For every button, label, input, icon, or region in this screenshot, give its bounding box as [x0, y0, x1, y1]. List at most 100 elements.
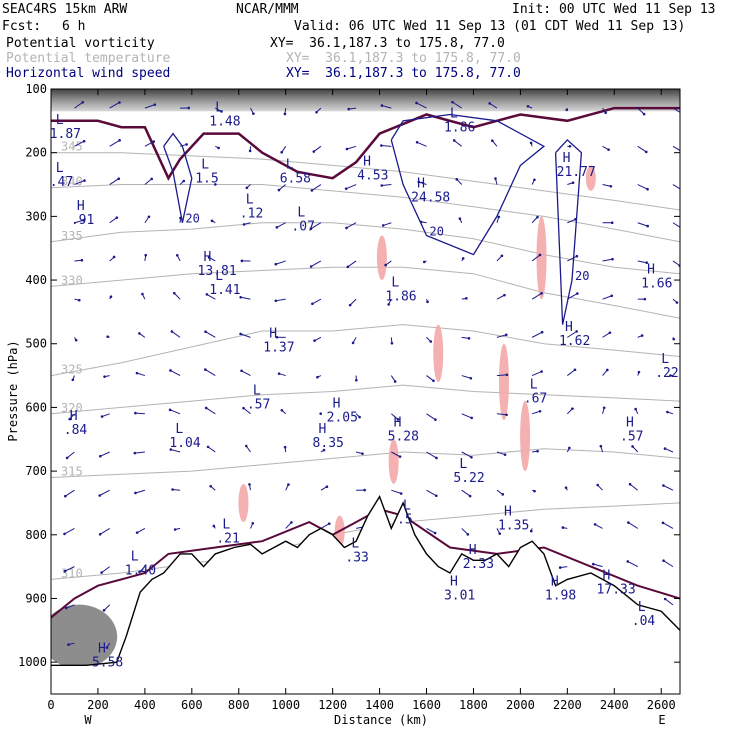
wind-vector-head [610, 294, 614, 298]
wind-vector-head [680, 227, 683, 230]
extremum-value: 1.98 [545, 589, 576, 604]
wind-vector [637, 107, 645, 115]
wind-vector [320, 523, 330, 529]
extremum-marker: L [201, 158, 209, 173]
wind-vector-head [602, 406, 606, 410]
wind-vector [101, 566, 110, 573]
wind-vector [672, 107, 680, 113]
wind-vector [346, 145, 357, 150]
wind-speed-shading [585, 165, 596, 191]
wind-vector [285, 522, 292, 529]
extremum-value: 1.35 [498, 519, 529, 534]
wind-vector-head [144, 253, 148, 257]
wind-vector-head [81, 100, 85, 104]
wind-vector [416, 102, 427, 109]
extremum-value: 21.77 [557, 165, 596, 180]
extremum-value: 6.58 [280, 172, 311, 187]
wind-vector [426, 527, 436, 534]
wind-vector-head [626, 560, 630, 563]
wind-vector [243, 407, 251, 415]
extremum-marker: H [504, 505, 512, 520]
theta-contour-label: 325 [61, 363, 83, 377]
extremum-value: 1.87 [50, 127, 81, 142]
extremum-value: .47 [50, 175, 73, 190]
wind-vector-head [500, 254, 504, 258]
wind-vector-head [575, 254, 579, 258]
pv-shading-lower [51, 604, 118, 669]
pv-shading-upper [51, 89, 680, 112]
theta-contour-label: 320 [61, 401, 83, 415]
wind-vector-head [252, 112, 255, 115]
wind-vector-head [604, 111, 607, 115]
wind-vector-head [133, 451, 137, 455]
wind-vector [629, 483, 639, 491]
wind-vector-head [274, 262, 278, 266]
extremum-marker: L [222, 517, 230, 532]
y-tick-label: 900 [25, 591, 47, 605]
wind-vector-head [71, 378, 75, 382]
extremum-marker: L [215, 269, 223, 284]
wind-vector [637, 145, 647, 153]
wind-vector-head [468, 494, 472, 498]
wind-vector-head [593, 523, 597, 526]
wind-vector [496, 451, 506, 456]
extremum-value: 1.5 [195, 172, 218, 187]
wind-vector [136, 372, 146, 377]
wind-vector-head [503, 453, 507, 456]
wind-vector-head [426, 300, 429, 304]
extremum-marker: H [269, 326, 277, 341]
x-tick-label: 1200 [318, 698, 347, 712]
wind-vector-head [491, 139, 494, 143]
wind-vector-head [63, 532, 66, 536]
wind-vector-head [568, 144, 572, 148]
wind-vector-head [393, 380, 397, 383]
wind-vector [461, 451, 472, 458]
wind-vector-head [141, 292, 144, 296]
wind-vector-head [168, 408, 172, 412]
wind-vector-head [313, 339, 316, 342]
extremum-marker: H [603, 568, 611, 583]
wind-vector [275, 260, 286, 265]
wind-vector-head [316, 375, 319, 379]
wind-vector [109, 178, 119, 185]
wind-vector-head [467, 337, 471, 340]
pv-tropopause-contour [51, 106, 680, 181]
wind-vector-head [662, 484, 665, 487]
wind-vector-head [210, 219, 214, 223]
extremum-marker: L [530, 377, 538, 392]
wind-vector [347, 260, 357, 268]
wind-vector-head [505, 373, 509, 377]
x-tick-label: 1800 [459, 698, 488, 712]
wind-vector-head [248, 483, 251, 486]
field-name-wind: Horizontal wind speed [6, 66, 171, 81]
wind-vector [74, 180, 85, 185]
extremum-value: .57 [620, 430, 643, 445]
wind-speed-shading [498, 343, 509, 421]
field-xy-pv: XY= 36.1,187.3 to 175.8, 77.0 [270, 36, 505, 51]
extremum-marker: L [56, 113, 64, 128]
wind-vector [662, 522, 674, 529]
wind-vector-head [280, 150, 283, 154]
extremum-marker: H [450, 575, 458, 590]
wind-vector-head [608, 331, 612, 334]
wind-vector-head [504, 333, 508, 337]
wind-vector-head [64, 606, 68, 610]
x-tick-label: 0 [47, 698, 54, 712]
x-tick-label: 1400 [365, 698, 394, 712]
wind-vector-head [675, 301, 679, 304]
wind-vector-head [65, 456, 69, 460]
wind-vector [426, 489, 437, 497]
wind-vector-head [640, 334, 644, 337]
wind-vector [144, 104, 155, 109]
extremum-marker: L [246, 193, 254, 208]
extremum-value: 17.33 [597, 582, 636, 597]
wind-vector [663, 560, 674, 568]
wind-vector-head [173, 528, 177, 531]
wind-vector [144, 141, 154, 147]
wind-vector-head [526, 105, 530, 108]
x-tick-label: 2600 [647, 698, 676, 712]
extremum-value: .57 [247, 398, 270, 413]
wind-vector-head [455, 178, 459, 181]
theta-contour-label: 330 [61, 273, 83, 287]
wind-vector-head [245, 186, 249, 190]
